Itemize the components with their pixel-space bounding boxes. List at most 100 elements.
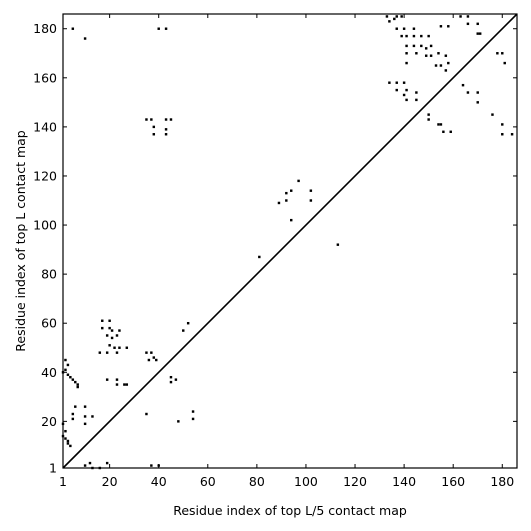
y-tick-label: 100: [33, 218, 57, 233]
contact-point: [147, 358, 151, 362]
contact-point: [439, 123, 443, 126]
contact-point: [503, 61, 506, 65]
contact-point: [118, 346, 121, 349]
contact-point: [415, 98, 418, 102]
contact-point: [110, 329, 114, 332]
contact-point: [429, 44, 433, 48]
contact-point: [424, 54, 428, 57]
contact-point: [83, 415, 87, 418]
contact-point: [258, 255, 261, 259]
contact-point: [169, 118, 173, 121]
contact-point: [395, 88, 398, 92]
contact-point: [439, 64, 443, 67]
contact-point: [177, 420, 180, 423]
contact-point: [405, 52, 408, 55]
y-tick-label: 140: [33, 119, 57, 134]
contact-point: [405, 44, 408, 48]
contact-point: [71, 27, 75, 30]
contact-point: [388, 81, 391, 84]
contact-point: [64, 429, 67, 433]
contact-point: [152, 125, 156, 129]
contact-point: [125, 383, 129, 386]
contact-point: [447, 25, 450, 28]
contact-point: [420, 34, 423, 38]
contact-point: [405, 61, 408, 65]
contact-point: [496, 52, 499, 55]
contact-point: [402, 81, 406, 84]
x-tick-label: 180: [490, 474, 514, 489]
y-tick-label: 20: [41, 414, 57, 429]
contact-point: [76, 383, 79, 386]
contact-point: [152, 356, 156, 359]
contact-point: [385, 15, 389, 18]
contact-point: [115, 383, 119, 386]
y-tick-label: 180: [33, 21, 57, 36]
diagonal-line: [62, 13, 518, 469]
contact-point: [395, 15, 398, 18]
contact-point: [444, 69, 448, 72]
contact-point: [476, 101, 479, 104]
contact-point: [71, 412, 75, 416]
contact-point: [400, 15, 403, 18]
contact-point: [145, 412, 148, 416]
contact-point: [427, 34, 430, 38]
x-tick-label: 20: [102, 474, 118, 489]
contact-point: [164, 133, 168, 136]
contact-point: [174, 378, 178, 381]
plot-frame: [62, 13, 518, 469]
contact-point: [150, 351, 153, 354]
contact-point: [64, 358, 67, 362]
contact-point: [393, 17, 396, 21]
contact-point: [74, 380, 77, 384]
contact-point: [437, 123, 440, 126]
contact-point: [400, 34, 403, 38]
contact-point: [115, 351, 119, 354]
contact-point: [434, 64, 438, 67]
contact-point: [105, 351, 109, 354]
contact-point: [405, 98, 408, 102]
contact-point: [491, 113, 494, 116]
contact-point: [439, 25, 443, 28]
contact-point: [101, 319, 104, 322]
contact-point: [402, 27, 406, 30]
contact-point: [145, 351, 148, 354]
contact-point: [83, 405, 87, 408]
contact-point: [164, 118, 168, 121]
x-tick-label: 40: [151, 474, 167, 489]
contact-point: [297, 179, 300, 183]
x-axis-label: Residue index of top L/5 contact map: [173, 503, 407, 518]
contact-point: [66, 373, 70, 376]
contact-point: [83, 37, 87, 40]
contact-point: [186, 321, 190, 325]
contact-point: [444, 54, 448, 57]
contact-point: [123, 383, 126, 386]
contact-point: [105, 334, 109, 337]
contact-point: [152, 133, 156, 136]
contact-point: [395, 81, 398, 84]
contact-point: [164, 128, 168, 131]
contact-point: [501, 123, 504, 126]
contact-point: [437, 52, 440, 55]
contact-point: [110, 336, 114, 340]
contact-point: [478, 32, 482, 35]
contact-point: [290, 218, 293, 222]
contact-point: [64, 437, 67, 440]
contact-point: [66, 442, 70, 445]
y-tick-label: 40: [41, 365, 57, 380]
contact-point: [191, 417, 195, 421]
contact-point: [429, 54, 433, 57]
contact-point: [71, 378, 75, 381]
contact-point: [98, 351, 102, 354]
contact-point: [74, 405, 77, 408]
contact-point: [191, 410, 195, 413]
x-tick-label: 1: [59, 474, 67, 489]
contact-point: [501, 52, 504, 55]
contact-point: [461, 83, 465, 87]
x-tick-label: 80: [249, 474, 265, 489]
contact-point: [476, 91, 479, 94]
x-axis: 1 20 40 60 80 100 120 140 160 180: [59, 14, 514, 489]
contact-point: [510, 133, 514, 136]
contact-point: [427, 118, 430, 121]
contact-point: [108, 326, 111, 330]
